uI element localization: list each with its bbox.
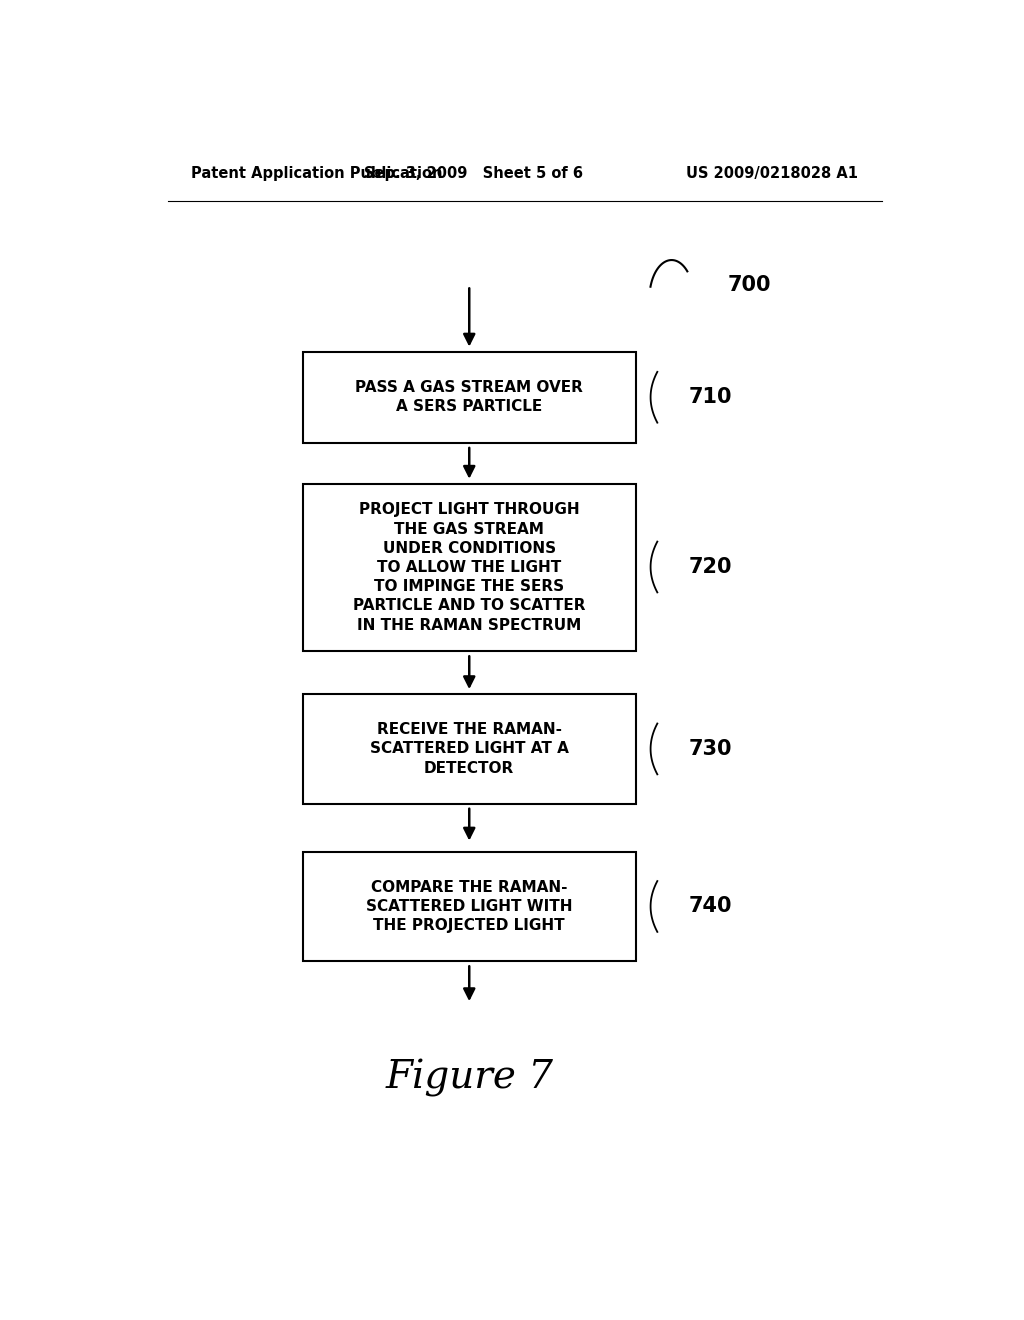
Text: 720: 720: [689, 557, 732, 577]
FancyBboxPatch shape: [303, 351, 636, 444]
Text: RECEIVE THE RAMAN-
SCATTERED LIGHT AT A
DETECTOR: RECEIVE THE RAMAN- SCATTERED LIGHT AT A …: [370, 722, 568, 776]
Text: 710: 710: [689, 387, 732, 408]
Text: 740: 740: [689, 896, 732, 916]
FancyBboxPatch shape: [303, 483, 636, 651]
Text: 730: 730: [689, 739, 732, 759]
Text: Figure 7: Figure 7: [385, 1059, 553, 1097]
Text: Sep. 3, 2009   Sheet 5 of 6: Sep. 3, 2009 Sheet 5 of 6: [364, 166, 583, 181]
FancyBboxPatch shape: [303, 694, 636, 804]
Text: Patent Application Publication: Patent Application Publication: [191, 166, 443, 181]
FancyBboxPatch shape: [303, 851, 636, 961]
Text: PROJECT LIGHT THROUGH
THE GAS STREAM
UNDER CONDITIONS
TO ALLOW THE LIGHT
TO IMPI: PROJECT LIGHT THROUGH THE GAS STREAM UND…: [353, 503, 586, 632]
Text: US 2009/0218028 A1: US 2009/0218028 A1: [686, 166, 858, 181]
Text: 700: 700: [727, 276, 771, 296]
Text: PASS A GAS STREAM OVER
A SERS PARTICLE: PASS A GAS STREAM OVER A SERS PARTICLE: [355, 380, 584, 414]
Text: COMPARE THE RAMAN-
SCATTERED LIGHT WITH
THE PROJECTED LIGHT: COMPARE THE RAMAN- SCATTERED LIGHT WITH …: [366, 879, 572, 933]
